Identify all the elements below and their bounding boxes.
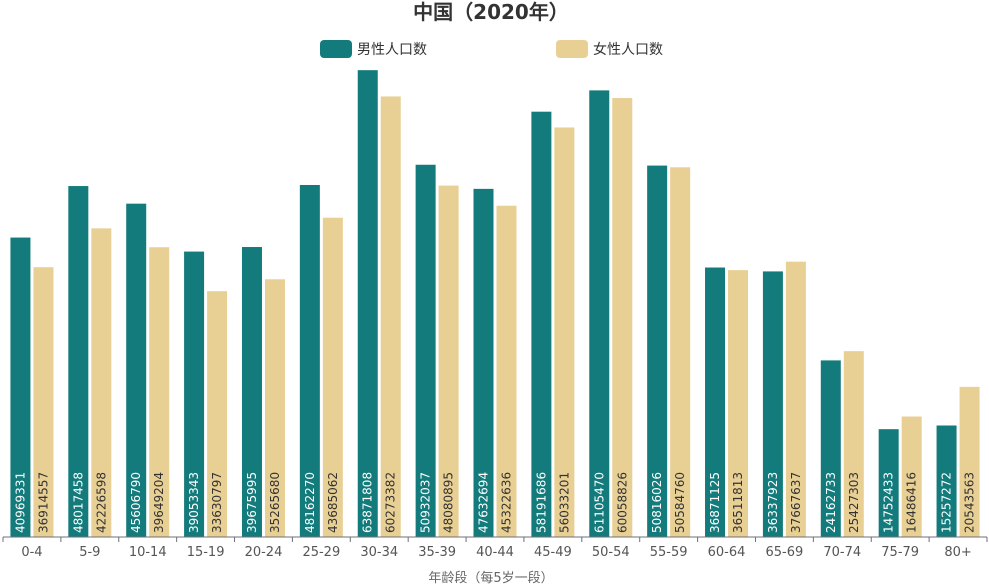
x-tick-label-55-59: 55-59 — [650, 545, 688, 560]
x-tick-label-10-14: 10-14 — [129, 545, 167, 560]
bar-label-female-20-24: 35265680 — [268, 472, 282, 533]
x-axis-title: 年龄段（每5岁一段） — [428, 570, 553, 586]
x-axis-ticks: 0-4 5-9 10-14 15-19 20-24 25-29 30-34 35-39 40-4… — [2, 537, 988, 560]
bar-label-female-40-44: 45322636 — [500, 472, 514, 533]
bar-female-45-49[interactable] — [554, 127, 575, 538]
bar-male-25-29[interactable] — [299, 184, 320, 538]
bar-female-40-44[interactable] — [496, 205, 517, 538]
x-tick-label-40-44: 40-44 — [476, 545, 514, 560]
bar-male-50-54[interactable] — [589, 90, 610, 537]
bar-male-65-69[interactable] — [762, 271, 783, 537]
bar-male-30-34[interactable] — [357, 70, 378, 538]
x-tick-label-25-29: 25-29 — [302, 545, 340, 560]
bar-male-5-9[interactable] — [68, 186, 89, 538]
bar-label-male-35-39: 50932037 — [419, 472, 433, 533]
bar-female-50-54[interactable] — [612, 98, 633, 537]
legend-item-female[interactable]: 女性人口数 — [556, 40, 663, 58]
bar-female-15-19[interactable] — [207, 291, 228, 537]
legend-label-female: 女性人口数 — [593, 41, 663, 58]
bar-label-male-75-79: 14752433 — [882, 472, 896, 533]
x-tick-label-65-69: 65-69 — [766, 545, 804, 560]
bar-male-10-14[interactable] — [126, 203, 147, 538]
legend: 男性人口数 女性人口数 — [320, 40, 663, 58]
bar-label-male-55-59: 50816026 — [650, 472, 664, 533]
bar-label-male-80+: 15257272 — [940, 472, 954, 533]
x-tick-label-50-54: 50-54 — [592, 545, 630, 560]
x-tick-label-35-39: 35-39 — [418, 545, 456, 560]
bar-male-70-74[interactable] — [820, 360, 841, 537]
x-tick-label-70-74: 70-74 — [823, 545, 861, 560]
bar-label-female-60-64: 36511813 — [731, 472, 745, 533]
bar-label-male-10-14: 45606790 — [129, 472, 143, 533]
bar-label-male-45-49: 58191686 — [534, 472, 548, 533]
bar-male-0-4[interactable] — [10, 237, 31, 537]
legend-swatch-male — [320, 40, 352, 58]
bar-female-55-59[interactable] — [670, 167, 691, 537]
bar-female-35-39[interactable] — [438, 185, 459, 537]
bar-female-65-69[interactable] — [785, 261, 806, 537]
bar-female-80+[interactable] — [959, 386, 980, 537]
bar-label-female-30-34: 60273382 — [384, 472, 398, 533]
bar-label-male-20-24: 39675995 — [245, 472, 259, 533]
bar-female-70-74[interactable] — [843, 351, 864, 537]
bar-male-45-49[interactable] — [531, 111, 552, 537]
bar-male-80+[interactable] — [936, 425, 957, 537]
bar-label-male-15-19: 39053343 — [187, 472, 201, 533]
bar-label-female-50-54: 60058826 — [615, 472, 629, 533]
bar-female-0-4[interactable] — [33, 267, 54, 537]
bar-label-female-55-59: 50584760 — [673, 472, 687, 533]
legend-swatch-female — [556, 40, 588, 58]
x-tick-label-60-64: 60-64 — [708, 545, 746, 560]
bar-label-female-65-69: 37667637 — [789, 472, 803, 533]
bar-male-35-39[interactable] — [415, 164, 436, 537]
bar-female-30-34[interactable] — [380, 96, 401, 537]
x-tick-label-80+: 80+ — [944, 545, 971, 560]
bar-female-10-14[interactable] — [149, 247, 170, 537]
bar-female-25-29[interactable] — [322, 217, 343, 537]
x-tick-label-30-34: 30-34 — [360, 545, 398, 560]
bar-label-female-45-49: 56033201 — [557, 472, 571, 533]
bar-label-female-25-29: 43685062 — [326, 472, 340, 533]
bar-female-75-79[interactable] — [901, 416, 922, 538]
legend-label-male: 男性人口数 — [357, 42, 427, 58]
bar-label-male-5-9: 48017458 — [71, 472, 85, 533]
x-tick-label-75-79: 75-79 — [881, 545, 919, 560]
bar-label-male-40-44: 47632694 — [477, 472, 491, 533]
bar-label-female-70-74: 25427303 — [847, 472, 861, 533]
bar-label-female-80+: 20543563 — [963, 472, 977, 533]
bar-label-male-60-64: 36871125 — [708, 472, 722, 533]
bar-male-75-79[interactable] — [878, 429, 899, 537]
bar-label-female-0-4: 36914557 — [36, 472, 50, 533]
x-tick-label-15-19: 15-19 — [187, 545, 225, 560]
chart-title: 中国（2020年） — [413, 0, 569, 24]
bar-label-female-35-39: 48080895 — [442, 472, 456, 533]
bar-male-15-19[interactable] — [184, 251, 205, 537]
bar-male-20-24[interactable] — [241, 247, 262, 537]
bar-label-female-75-79: 16486416 — [905, 472, 919, 533]
x-tick-label-0-4: 0-4 — [21, 545, 42, 560]
bars-layer — [10, 70, 980, 538]
bar-male-55-59[interactable] — [647, 165, 668, 537]
bar-label-female-15-19: 33630797 — [210, 472, 224, 533]
bar-male-40-44[interactable] — [473, 188, 494, 538]
bar-label-male-25-29: 48162270 — [303, 472, 317, 533]
bar-label-male-70-74: 24162733 — [824, 472, 838, 533]
bar-label-female-5-9: 42226598 — [94, 472, 108, 533]
bar-female-60-64[interactable] — [728, 270, 749, 537]
bar-label-male-50-54: 61105470 — [592, 472, 606, 533]
bar-male-60-64[interactable] — [705, 267, 726, 537]
bar-female-20-24[interactable] — [264, 279, 285, 537]
legend-item-male[interactable]: 男性人口数 — [320, 40, 427, 58]
bar-label-male-0-4: 40969331 — [13, 472, 27, 533]
x-tick-label-5-9: 5-9 — [79, 545, 100, 560]
x-tick-label-20-24: 20-24 — [245, 545, 283, 560]
bar-label-male-65-69: 36337923 — [766, 472, 780, 533]
bar-labels-layer: 40969331 36914557 48017458 42226598 45606790… — [13, 472, 976, 533]
bar-female-5-9[interactable] — [91, 228, 112, 537]
x-tick-label-45-49: 45-49 — [534, 545, 572, 560]
bar-label-female-10-14: 39649204 — [152, 472, 166, 533]
bar-label-male-30-34: 63871808 — [361, 472, 375, 533]
